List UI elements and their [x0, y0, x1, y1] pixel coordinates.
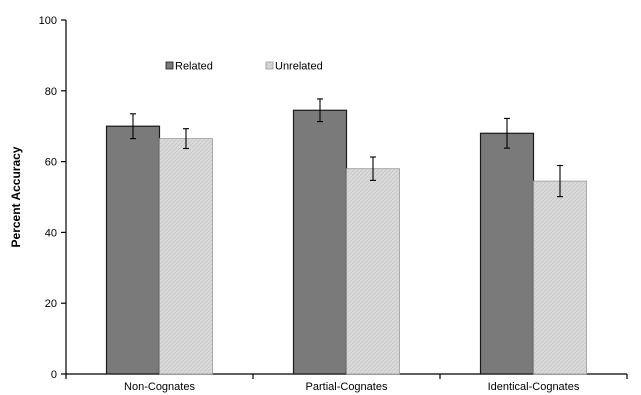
bar-unrelated-partial-cognates [346, 168, 400, 375]
x-tick-label-non-cognates: Non-Cognates [124, 381, 195, 393]
legend-label-unrelated: Unrelated [275, 61, 323, 73]
bar-unrelated-identical-cognates [533, 180, 587, 375]
y-axis-title: Percent Accuracy [9, 146, 23, 247]
y-tick-label-60: 60 [45, 157, 57, 169]
bar-related-identical-cognates [479, 132, 535, 375]
y-tick-label-20: 20 [45, 298, 57, 310]
y-tick-label-100: 100 [39, 15, 57, 27]
y-tick-label-40: 40 [45, 227, 57, 239]
bar-unrelated-non-cognates [159, 138, 213, 375]
x-tick-label-partial-cognates: Partial-Cognates [306, 381, 388, 393]
bar-related-non-cognates [105, 125, 161, 375]
x-tick-label-identical-cognates: Identical-Cognates [488, 381, 580, 393]
legend-label-related: Related [175, 61, 213, 73]
y-tick-label-0: 0 [51, 369, 57, 381]
bar-related-partial-cognates [292, 109, 348, 375]
y-tick-label-80: 80 [45, 86, 57, 98]
legend-swatch-related [165, 61, 174, 70]
legend-swatch-unrelated [265, 61, 274, 70]
plot-area: 0 20 40 60 80 100 Non-Cognates Partial-Cognates… [39, 15, 628, 393]
